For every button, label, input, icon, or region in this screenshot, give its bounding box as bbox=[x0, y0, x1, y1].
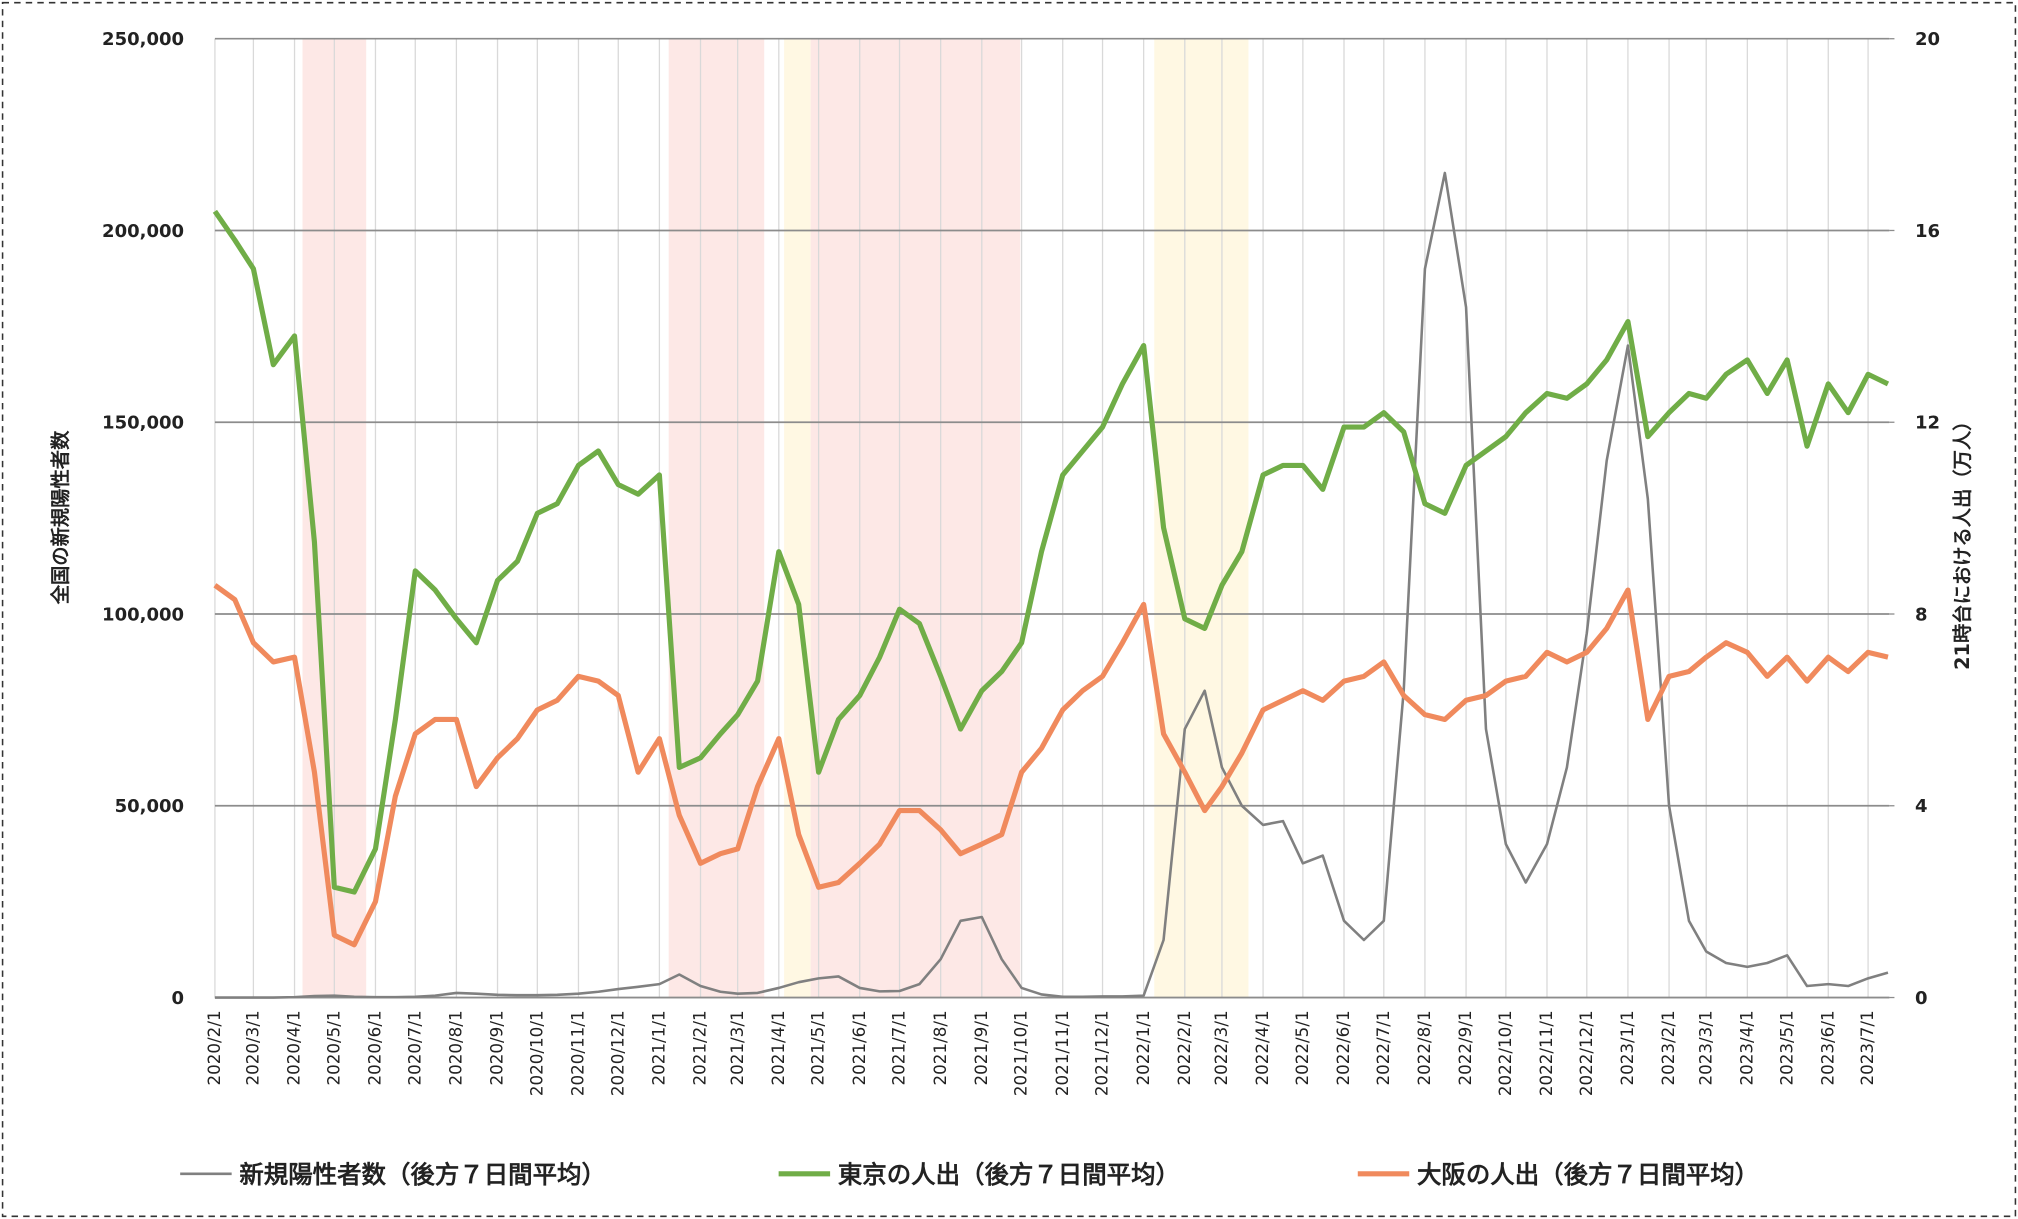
x-tick-label: 2020/8/1 bbox=[446, 1010, 466, 1085]
shading-layer bbox=[302, 38, 1249, 998]
series-line bbox=[214, 171, 1889, 999]
x-tick-label: 2023/4/1 bbox=[1736, 1010, 1756, 1085]
shaded-period bbox=[1154, 38, 1249, 998]
legend-label: 新規陽性者数（後方７日間平均） bbox=[239, 1160, 606, 1189]
x-tick-label: 2021/8/1 bbox=[930, 1010, 950, 1085]
x-tick-label: 2020/10/1 bbox=[526, 1010, 546, 1096]
y2-tick-label: 20 bbox=[1915, 29, 1940, 50]
x-tick-label: 2020/9/1 bbox=[487, 1010, 507, 1085]
x-tick-label: 2021/12/1 bbox=[1092, 1010, 1112, 1096]
x-tick-label: 2020/2/1 bbox=[204, 1010, 224, 1085]
x-tick-label: 2023/1/1 bbox=[1617, 1010, 1637, 1085]
x-tick-label: 2021/9/1 bbox=[971, 1010, 991, 1085]
y2-tick-label: 4 bbox=[1915, 796, 1928, 817]
x-tick-label: 2022/8/1 bbox=[1414, 1010, 1434, 1085]
x-tick-label: 2021/6/1 bbox=[849, 1010, 869, 1085]
x-tick-label: 2022/4/1 bbox=[1252, 1010, 1272, 1085]
grid-layer bbox=[214, 37, 1895, 999]
x-tick-label: 2023/3/1 bbox=[1695, 1010, 1715, 1085]
x-tick-label: 2021/5/1 bbox=[808, 1010, 828, 1085]
x-tick-label: 2020/4/1 bbox=[284, 1010, 304, 1085]
x-tick-label: 2021/3/1 bbox=[727, 1010, 747, 1085]
y-tick-label: 200,000 bbox=[102, 221, 184, 242]
x-tick-label: 2021/7/1 bbox=[889, 1010, 909, 1085]
y2-tick-label: 12 bbox=[1915, 413, 1940, 434]
legend-label: 大阪の人出（後方７日間平均） bbox=[1417, 1160, 1759, 1189]
x-tick-label: 2022/1/1 bbox=[1133, 1010, 1153, 1085]
y-tick-label: 50,000 bbox=[115, 796, 184, 817]
x-tick-label: 2023/6/1 bbox=[1817, 1010, 1837, 1085]
y-tick-label: 150,000 bbox=[102, 413, 184, 434]
x-tick-label: 2021/10/1 bbox=[1011, 1010, 1031, 1096]
x-tick-label: 2020/3/1 bbox=[243, 1010, 263, 1085]
y2-tick-label: 8 bbox=[1915, 604, 1928, 625]
y2-tick-label: 0 bbox=[1915, 988, 1928, 1009]
x-tick-label: 2022/3/1 bbox=[1211, 1010, 1231, 1085]
y-tick-label: 100,000 bbox=[102, 604, 184, 625]
x-tick-label: 2023/2/1 bbox=[1658, 1010, 1678, 1085]
x-tick-label: 2021/1/1 bbox=[649, 1010, 669, 1085]
x-tick-label: 2020/6/1 bbox=[365, 1010, 385, 1085]
lines-layer bbox=[212, 171, 1890, 999]
x-tick-label: 2022/9/1 bbox=[1455, 1010, 1475, 1085]
y-tick-label: 250,000 bbox=[102, 29, 184, 50]
series-line bbox=[213, 583, 1889, 948]
x-tick-label: 2022/5/1 bbox=[1292, 1010, 1312, 1085]
x-tick-label: 2022/7/1 bbox=[1373, 1010, 1393, 1085]
x-tick-label: 2022/2/1 bbox=[1174, 1010, 1194, 1085]
y2-tick-label: 16 bbox=[1915, 221, 1940, 242]
x-tick-label: 2021/11/1 bbox=[1052, 1010, 1072, 1096]
x-tick-label: 2020/11/1 bbox=[568, 1010, 588, 1096]
x-tick-label: 2022/6/1 bbox=[1333, 1010, 1353, 1085]
labels-layer: 2020/2/1 2020/3/1 2020/4/1 2020/5/1 2020/6/1… bbox=[102, 29, 1940, 1189]
x-tick-label: 2022/11/1 bbox=[1536, 1010, 1556, 1096]
x-tick-label: 2022/12/1 bbox=[1576, 1010, 1596, 1096]
x-tick-label: 2023/5/1 bbox=[1776, 1010, 1796, 1085]
legend-label: 東京の人出（後方７日間平均） bbox=[838, 1160, 1180, 1189]
x-tick-label: 2023/7/1 bbox=[1857, 1010, 1877, 1085]
y-tick-label: 0 bbox=[172, 988, 185, 1009]
x-tick-label: 2020/7/1 bbox=[404, 1010, 424, 1085]
x-tick-label: 2021/2/1 bbox=[690, 1010, 710, 1085]
x-tick-label: 2022/10/1 bbox=[1495, 1010, 1515, 1096]
x-tick-label: 2020/5/1 bbox=[323, 1010, 343, 1085]
y-axis-label: 全国の新規陽性者数 bbox=[49, 430, 72, 605]
shaded-period bbox=[668, 38, 765, 998]
x-tick-label: 2020/12/1 bbox=[607, 1010, 627, 1096]
series-line bbox=[212, 209, 1890, 895]
y2-axis-label: 21時台における人出（万人） bbox=[1951, 411, 1974, 669]
x-tick-label: 2021/4/1 bbox=[768, 1010, 788, 1085]
shaded-period bbox=[810, 38, 1021, 998]
